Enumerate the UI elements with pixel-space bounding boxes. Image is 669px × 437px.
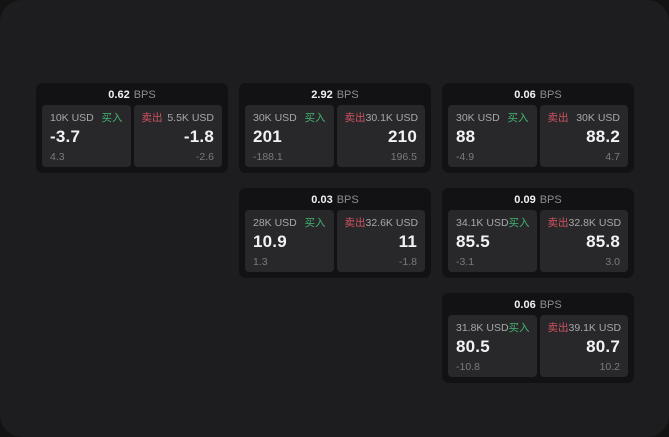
bps-header: 0.03 BPS bbox=[245, 192, 425, 209]
buy-sub-value: -10.8 bbox=[456, 361, 480, 373]
bps-value: 0.03 bbox=[311, 194, 333, 206]
bps-header: 0.06 BPS bbox=[448, 87, 628, 104]
sell-size: 30.1K USD bbox=[365, 112, 419, 124]
bps-header: 0.62 BPS bbox=[42, 87, 222, 104]
bps-header: 0.09 BPS bbox=[448, 192, 628, 209]
buy-price: 10.9 bbox=[253, 232, 287, 251]
quote-card-6: 0.06 BPS 31.8K USD 买入 80.5 -10.8 卖出 39.1K… bbox=[442, 293, 634, 383]
bps-unit-label: BPS bbox=[133, 89, 156, 101]
buy-panel[interactable]: 34.1K USD 买入 85.5 -3.1 bbox=[448, 210, 537, 272]
bps-value: 0.06 bbox=[514, 299, 536, 311]
buy-price: -3.7 bbox=[50, 127, 81, 146]
sell-label: 卖出 bbox=[547, 322, 569, 334]
sell-price: 11 bbox=[398, 232, 417, 251]
bps-header: 0.06 BPS bbox=[448, 297, 628, 314]
buy-size: 34.1K USD bbox=[456, 217, 509, 229]
buy-size: 30K USD bbox=[253, 112, 297, 124]
sell-panel[interactable]: 卖出 32.6K USD 11 -1.8 bbox=[336, 210, 425, 272]
sell-size: 32.8K USD bbox=[568, 217, 622, 229]
buy-size: 31.8K USD bbox=[456, 322, 509, 334]
buy-label: 买入 bbox=[508, 322, 530, 334]
buy-size: 28K USD bbox=[253, 217, 297, 229]
quote-card-1: 0.62 BPS 10K USD 买入 -3.7 4.3 卖出 5.5K USD … bbox=[36, 83, 228, 173]
sell-size: 5.5K USD bbox=[167, 112, 214, 124]
buy-label: 买入 bbox=[508, 217, 530, 229]
sell-label: 卖出 bbox=[547, 112, 569, 124]
sell-size: 39.1K USD bbox=[568, 322, 622, 334]
buy-price: 201 bbox=[253, 127, 282, 146]
quote-card-5: 0.09 BPS 34.1K USD 买入 85.5 -3.1 卖出 32.8K … bbox=[442, 188, 634, 278]
sell-panel[interactable]: 卖出 30.1K USD 210 196.5 bbox=[336, 105, 425, 167]
sell-sub-value: -1.8 bbox=[398, 256, 417, 268]
buy-price: 85.5 bbox=[456, 232, 490, 251]
sell-price: 88.2 bbox=[586, 127, 620, 146]
buy-sub-value: 4.3 bbox=[50, 151, 65, 163]
sell-sub-value: 10.2 bbox=[599, 361, 620, 373]
buy-sub-value: -4.9 bbox=[456, 151, 475, 163]
buy-label: 买入 bbox=[304, 217, 326, 229]
sell-sub-value: -2.6 bbox=[195, 151, 214, 163]
buy-panel[interactable]: 28K USD 买入 10.9 1.3 bbox=[245, 210, 334, 272]
sell-label: 卖出 bbox=[547, 217, 569, 229]
bps-value: 0.09 bbox=[514, 194, 536, 206]
buy-label: 买入 bbox=[507, 112, 529, 124]
buy-panel[interactable]: 10K USD 买入 -3.7 4.3 bbox=[42, 105, 131, 167]
bps-header: 2.92 BPS bbox=[245, 87, 425, 104]
sell-panel[interactable]: 卖出 32.8K USD 85.8 3.0 bbox=[539, 210, 628, 272]
quote-card-3: 0.06 BPS 30K USD 买入 88 -4.9 卖出 30K USD 88… bbox=[442, 83, 634, 173]
sell-price: 80.7 bbox=[586, 337, 620, 356]
sell-price: -1.8 bbox=[183, 127, 214, 146]
sell-label: 卖出 bbox=[344, 112, 366, 124]
sell-price: 210 bbox=[388, 127, 417, 146]
sell-sub-value: 196.5 bbox=[390, 151, 417, 163]
bps-unit-label: BPS bbox=[539, 299, 562, 311]
bps-value: 2.92 bbox=[311, 89, 333, 101]
sell-sub-value: 3.0 bbox=[605, 256, 620, 268]
bps-value: 0.62 bbox=[108, 89, 130, 101]
buy-panel[interactable]: 30K USD 买入 88 -4.9 bbox=[448, 105, 537, 167]
sell-sub-value: 4.7 bbox=[605, 151, 620, 163]
sell-panel[interactable]: 卖出 5.5K USD -1.8 -2.6 bbox=[133, 105, 222, 167]
sell-size: 30K USD bbox=[576, 112, 620, 124]
buy-price: 80.5 bbox=[456, 337, 490, 356]
sell-size: 32.6K USD bbox=[365, 217, 419, 229]
buy-label: 买入 bbox=[101, 112, 123, 124]
buy-panel[interactable]: 31.8K USD 买入 80.5 -10.8 bbox=[448, 315, 537, 377]
buy-sub-value: 1.3 bbox=[253, 256, 268, 268]
buy-size: 30K USD bbox=[456, 112, 500, 124]
buy-sub-value: -188.1 bbox=[253, 151, 283, 163]
bps-unit-label: BPS bbox=[336, 194, 359, 206]
buy-size: 10K USD bbox=[50, 112, 94, 124]
sell-panel[interactable]: 卖出 39.1K USD 80.7 10.2 bbox=[539, 315, 628, 377]
quote-card-2: 2.92 BPS 30K USD 买入 201 -188.1 卖出 30.1K U… bbox=[239, 83, 431, 173]
sell-label: 卖出 bbox=[344, 217, 366, 229]
bps-unit-label: BPS bbox=[539, 89, 562, 101]
bps-unit-label: BPS bbox=[336, 89, 359, 101]
buy-panel[interactable]: 30K USD 买入 201 -188.1 bbox=[245, 105, 334, 167]
bps-value: 0.06 bbox=[514, 89, 536, 101]
buy-sub-value: -3.1 bbox=[456, 256, 475, 268]
buy-label: 买入 bbox=[304, 112, 326, 124]
sell-label: 卖出 bbox=[141, 112, 163, 124]
buy-price: 88 bbox=[456, 127, 476, 146]
sell-price: 85.8 bbox=[586, 232, 620, 251]
bps-unit-label: BPS bbox=[539, 194, 562, 206]
quote-card-4: 0.03 BPS 28K USD 买入 10.9 1.3 卖出 32.6K USD… bbox=[239, 188, 431, 278]
sell-panel[interactable]: 卖出 30K USD 88.2 4.7 bbox=[539, 105, 628, 167]
